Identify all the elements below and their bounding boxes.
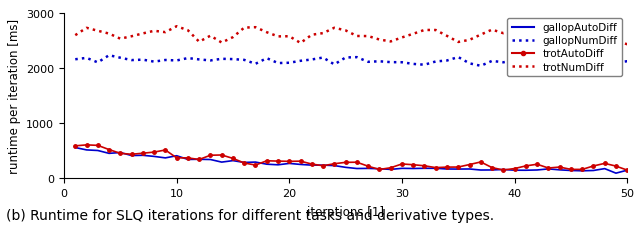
X-axis label: iterations [1]: iterations [1] (307, 204, 384, 217)
Legend: gallopAutoDiff, gallopNumDiff, trotAutoDiff, trotNumDiff: gallopAutoDiff, gallopNumDiff, trotAutoD… (508, 19, 622, 76)
Text: (b) Runtime for SLQ iterations for different tasks and derivative types.: (b) Runtime for SLQ iterations for diffe… (6, 208, 495, 222)
Y-axis label: runtime per iteration [ms]: runtime per iteration [ms] (8, 19, 20, 173)
